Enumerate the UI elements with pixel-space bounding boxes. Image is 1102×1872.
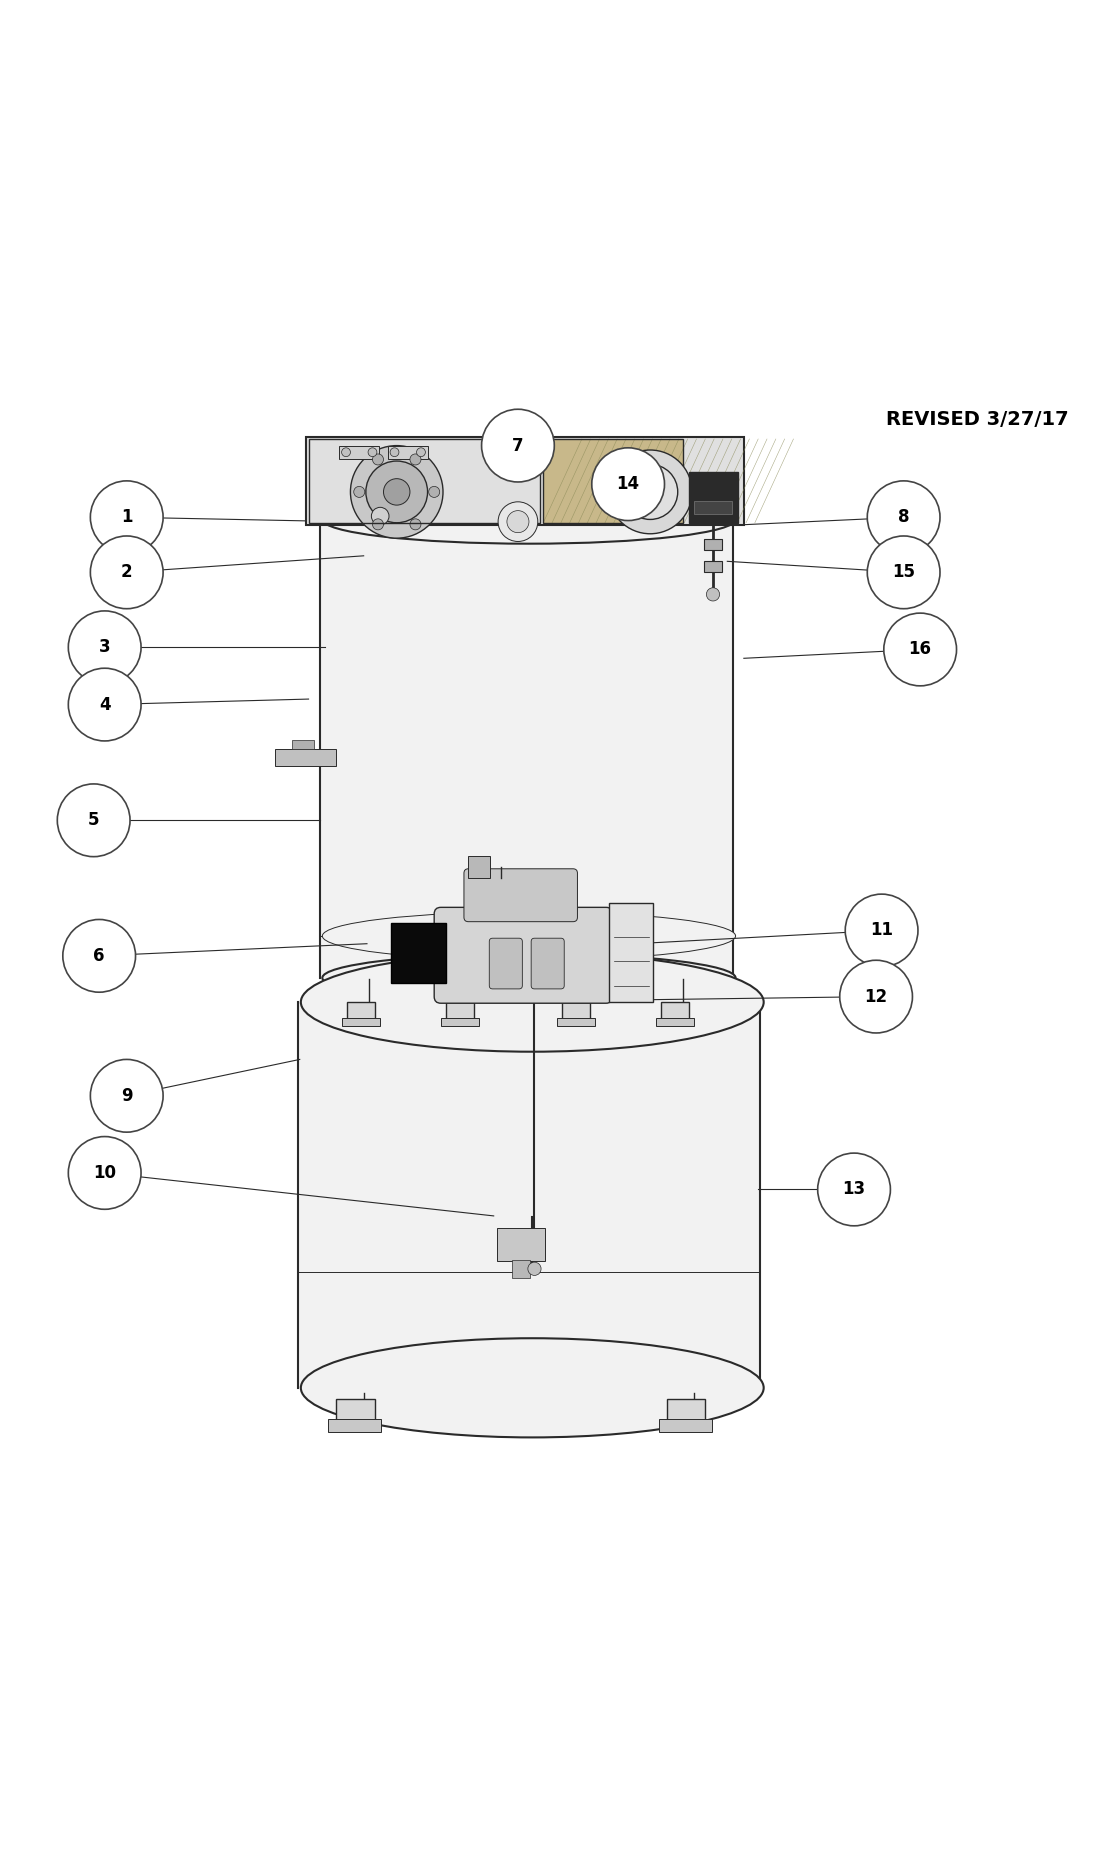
Bar — [656, 1018, 694, 1026]
Text: 10: 10 — [94, 1164, 116, 1181]
Circle shape — [372, 453, 383, 464]
Circle shape — [507, 511, 529, 534]
Bar — [704, 539, 722, 550]
Circle shape — [63, 919, 136, 992]
FancyBboxPatch shape — [464, 869, 577, 921]
Circle shape — [845, 895, 918, 966]
Text: 3: 3 — [99, 638, 110, 657]
Bar — [441, 1018, 479, 1026]
Circle shape — [884, 614, 957, 685]
Circle shape — [417, 447, 425, 457]
Text: 1: 1 — [121, 507, 132, 526]
Bar — [704, 562, 722, 573]
Bar — [388, 446, 428, 459]
Ellipse shape — [323, 912, 736, 960]
Text: 8: 8 — [898, 507, 909, 526]
Bar — [497, 1228, 545, 1262]
Bar — [391, 923, 446, 983]
Circle shape — [350, 446, 443, 537]
Circle shape — [410, 519, 421, 530]
Circle shape — [528, 1262, 541, 1275]
Circle shape — [608, 449, 692, 534]
Polygon shape — [347, 1002, 375, 1018]
Bar — [659, 1419, 712, 1432]
Text: 12: 12 — [865, 988, 887, 1005]
Text: 13: 13 — [843, 1181, 865, 1198]
Ellipse shape — [301, 953, 764, 1052]
Text: 4: 4 — [99, 696, 110, 713]
Circle shape — [623, 464, 678, 519]
Bar — [276, 749, 336, 766]
Circle shape — [429, 487, 440, 498]
Polygon shape — [661, 1002, 689, 1018]
Circle shape — [498, 502, 538, 541]
Bar — [543, 440, 683, 522]
Text: 5: 5 — [88, 811, 99, 829]
Polygon shape — [446, 1002, 474, 1018]
Circle shape — [818, 1153, 890, 1226]
Text: 6: 6 — [94, 947, 105, 964]
Text: 16: 16 — [909, 640, 931, 659]
FancyBboxPatch shape — [531, 938, 564, 988]
Text: 11: 11 — [871, 921, 893, 940]
Circle shape — [68, 668, 141, 741]
Bar — [298, 1002, 760, 1387]
Circle shape — [371, 507, 389, 524]
Bar — [309, 440, 540, 522]
Circle shape — [366, 461, 428, 522]
Bar — [512, 1260, 530, 1277]
FancyBboxPatch shape — [489, 938, 522, 988]
Circle shape — [90, 481, 163, 554]
Circle shape — [706, 588, 720, 601]
Circle shape — [90, 1060, 163, 1133]
Polygon shape — [562, 1002, 590, 1018]
Bar — [328, 1419, 381, 1432]
Text: 14: 14 — [617, 475, 639, 492]
Text: 15: 15 — [893, 563, 915, 582]
Circle shape — [383, 479, 410, 505]
Bar — [292, 739, 314, 749]
Circle shape — [68, 610, 141, 683]
Circle shape — [482, 410, 554, 481]
Ellipse shape — [323, 496, 736, 543]
Text: 9: 9 — [121, 1088, 132, 1104]
Circle shape — [342, 447, 350, 457]
Polygon shape — [336, 1398, 375, 1421]
Circle shape — [57, 784, 130, 857]
Circle shape — [90, 535, 163, 608]
Text: 2: 2 — [121, 563, 132, 582]
Circle shape — [354, 487, 365, 498]
Bar — [320, 519, 733, 977]
Bar — [689, 472, 738, 522]
Circle shape — [368, 447, 377, 457]
Bar — [609, 902, 653, 1002]
Polygon shape — [667, 1398, 705, 1421]
Bar — [557, 1018, 595, 1026]
Circle shape — [68, 1136, 141, 1209]
FancyBboxPatch shape — [434, 908, 613, 1003]
Circle shape — [410, 453, 421, 464]
Circle shape — [592, 447, 665, 520]
Circle shape — [390, 447, 399, 457]
Bar — [306, 436, 744, 524]
Bar — [694, 500, 732, 515]
Bar — [468, 856, 490, 878]
Ellipse shape — [323, 953, 736, 1002]
Circle shape — [840, 960, 912, 1033]
Ellipse shape — [301, 1338, 764, 1438]
Circle shape — [867, 535, 940, 608]
Text: REVISED 3/27/17: REVISED 3/27/17 — [886, 410, 1069, 429]
Circle shape — [372, 519, 383, 530]
Bar — [543, 440, 683, 522]
Bar — [339, 446, 379, 459]
Circle shape — [644, 485, 657, 498]
Circle shape — [867, 481, 940, 554]
Text: 7: 7 — [512, 436, 523, 455]
Bar — [342, 1018, 380, 1026]
